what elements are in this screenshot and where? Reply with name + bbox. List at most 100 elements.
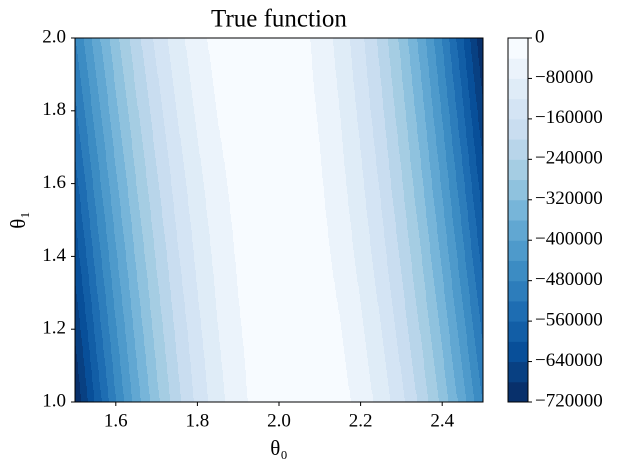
contour-band bbox=[134, 246, 144, 250]
contour-band bbox=[400, 258, 411, 262]
contour-band bbox=[174, 322, 187, 326]
contour-band bbox=[442, 266, 450, 270]
contour-band bbox=[439, 322, 448, 326]
contour-band bbox=[359, 134, 373, 138]
contour-band bbox=[75, 194, 80, 198]
contour-band bbox=[102, 50, 111, 54]
contour-band bbox=[79, 374, 85, 378]
contour-band bbox=[417, 218, 427, 222]
contour-band bbox=[366, 62, 379, 66]
contour-band bbox=[223, 154, 321, 158]
contour-band bbox=[448, 246, 456, 250]
contour-band bbox=[154, 238, 165, 242]
contour-band bbox=[86, 186, 93, 190]
contour-band bbox=[139, 110, 150, 114]
contour-band bbox=[172, 74, 190, 78]
contour-band bbox=[75, 46, 77, 50]
contour-band bbox=[442, 342, 450, 346]
contour-band bbox=[466, 266, 474, 270]
contour-band bbox=[455, 90, 462, 94]
contour-band bbox=[411, 162, 421, 166]
contour-band bbox=[333, 270, 356, 274]
contour-band bbox=[141, 310, 151, 314]
contour-band bbox=[409, 238, 420, 242]
contour-band bbox=[469, 162, 476, 166]
contour-band bbox=[458, 190, 465, 194]
contour-band bbox=[385, 126, 397, 130]
contour-band bbox=[381, 198, 393, 202]
contour-band bbox=[83, 98, 91, 102]
contour-band bbox=[81, 146, 89, 150]
contour-band bbox=[236, 270, 333, 274]
contour-band bbox=[403, 86, 413, 90]
contour-band bbox=[140, 394, 150, 398]
contour-band bbox=[413, 274, 424, 278]
contour-band bbox=[169, 274, 182, 278]
contour-band bbox=[414, 286, 425, 290]
contour-band bbox=[75, 174, 77, 178]
contour-band bbox=[479, 246, 483, 250]
contour-band bbox=[477, 106, 483, 110]
contour-band bbox=[75, 230, 77, 234]
contour-band bbox=[355, 258, 372, 262]
contour-band bbox=[454, 302, 463, 306]
contour-band bbox=[417, 306, 427, 310]
contour-band bbox=[193, 246, 211, 250]
contour-band bbox=[416, 114, 425, 118]
contour-band bbox=[451, 350, 460, 354]
contour-band bbox=[381, 78, 392, 82]
contour-band bbox=[124, 398, 132, 402]
contour-band bbox=[389, 162, 401, 166]
contour-band bbox=[476, 98, 483, 102]
contour-band bbox=[455, 234, 463, 238]
contour-band bbox=[75, 374, 79, 378]
contour-band bbox=[467, 338, 475, 342]
contour-band bbox=[391, 74, 402, 78]
contour-band bbox=[436, 374, 445, 378]
contour-band bbox=[422, 86, 431, 90]
contour-band bbox=[433, 270, 442, 274]
contour-band bbox=[85, 370, 92, 374]
contour-band bbox=[352, 66, 367, 70]
contour-band bbox=[464, 378, 472, 382]
contour-band bbox=[354, 254, 372, 258]
contour-band bbox=[373, 266, 388, 270]
colorbar-band bbox=[508, 199, 528, 221]
contour-band bbox=[120, 46, 131, 50]
contour-band bbox=[184, 298, 198, 302]
contour-band bbox=[413, 366, 424, 370]
contour-band bbox=[184, 166, 202, 170]
contour-band bbox=[141, 38, 153, 42]
contour-band bbox=[157, 374, 168, 378]
contour-band bbox=[111, 198, 120, 202]
contour-band bbox=[194, 258, 212, 262]
colorbar-tick-label: −80000 bbox=[535, 67, 593, 88]
contour-band bbox=[446, 78, 453, 82]
contour-band bbox=[422, 342, 432, 346]
contour-band bbox=[469, 94, 476, 98]
contour-band bbox=[409, 142, 419, 146]
contour-band bbox=[429, 70, 437, 74]
contour-band bbox=[114, 302, 122, 306]
contour-band bbox=[471, 110, 478, 114]
contour-band bbox=[156, 262, 168, 266]
contour-band bbox=[153, 234, 165, 238]
contour-band bbox=[324, 190, 347, 194]
contour-band bbox=[75, 202, 81, 206]
contour-band bbox=[148, 286, 159, 290]
contour-band bbox=[451, 58, 459, 62]
contour-band bbox=[371, 386, 389, 390]
contour-band bbox=[367, 70, 380, 74]
contour-band bbox=[129, 278, 137, 282]
contour-band bbox=[476, 162, 483, 166]
contour-band bbox=[163, 114, 177, 118]
contour-band bbox=[170, 282, 182, 286]
contour-band bbox=[91, 162, 99, 166]
contour-band bbox=[226, 174, 322, 178]
contour-band bbox=[219, 338, 243, 342]
contour-band bbox=[435, 290, 444, 294]
contour-band bbox=[172, 190, 187, 194]
contour-band bbox=[442, 118, 450, 122]
contour-band bbox=[434, 358, 444, 362]
contour-band bbox=[403, 82, 412, 86]
